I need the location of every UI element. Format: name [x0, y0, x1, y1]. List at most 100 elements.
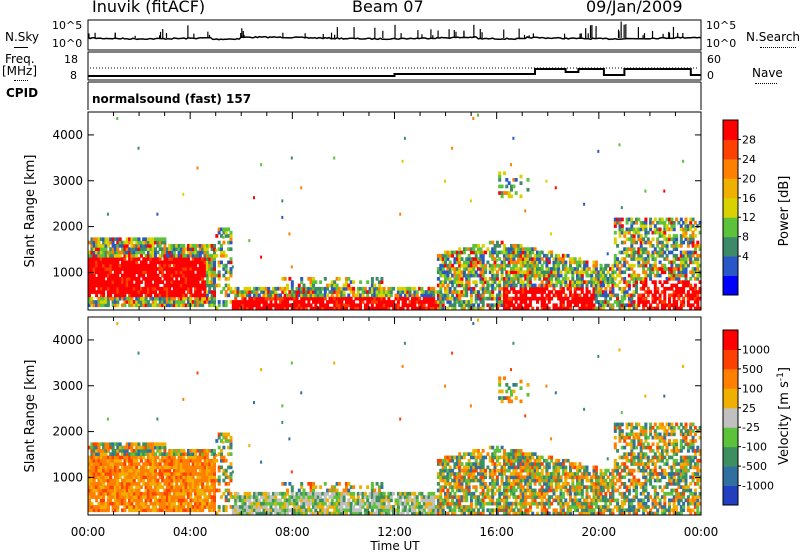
heatmap-cell: [458, 280, 462, 284]
heatmap-cell: [154, 501, 157, 506]
heatmap-cell: [224, 293, 228, 298]
heatmap-cell: [102, 247, 106, 251]
heatmap-cell: [203, 270, 207, 275]
heatmap-cell: [104, 505, 108, 509]
heatmap-cell: [439, 267, 443, 271]
heatmap-cell: [106, 244, 110, 248]
heatmap-cell: [467, 247, 471, 251]
heatmap-cell: [95, 452, 99, 456]
heatmap-cell: [385, 303, 389, 308]
heatmap-cell: [656, 290, 660, 294]
heatmap-cell: [491, 263, 495, 268]
heatmap-cell: [611, 290, 615, 294]
heatmap-cell: [637, 257, 641, 261]
heatmap-cell: [347, 501, 351, 506]
heatmap-cell: [88, 300, 91, 304]
heatmap-cell: [187, 462, 190, 466]
heatmap-cell: [580, 300, 584, 304]
heatmap-cell: [370, 277, 374, 281]
heatmap-cell: [149, 290, 153, 294]
heatmap-cell: [467, 283, 471, 288]
heatmap-cell: [524, 290, 528, 294]
heatmap-cell: [293, 303, 297, 308]
heatmap-cell: [326, 498, 330, 503]
heatmap-cell: [693, 283, 697, 288]
heatmap-cell: [102, 253, 106, 258]
nsky-trace: [87, 35, 702, 41]
heatmap-cell: [552, 260, 556, 265]
heatmap-cell: [484, 263, 488, 268]
heatmap-cell: [191, 273, 195, 278]
heatmap-cell: [333, 296, 337, 301]
heatmap-cell: [330, 498, 334, 503]
heatmap-cell: [161, 475, 165, 480]
heatmap-cell: [644, 277, 648, 281]
heatmap-cell: [135, 449, 139, 453]
heatmap-cell: [213, 286, 216, 291]
heatmap-cell: [510, 280, 513, 284]
heatmap-cell: [679, 303, 683, 308]
heatmap-cell: [102, 296, 106, 301]
heatmap-cell: [538, 250, 542, 255]
heatmap-cell: [696, 290, 700, 294]
heatmap-cell: [686, 244, 690, 248]
heatmap-cell: [644, 247, 648, 251]
heatmap-cell: [583, 293, 587, 298]
heatmap-cell: [342, 501, 346, 506]
heatmap-cell: [128, 452, 132, 456]
heatmap-cell: [144, 237, 148, 242]
heatmap-cell: [116, 273, 120, 278]
heatmap-cell: [660, 263, 664, 268]
heatmap-cell: [236, 508, 240, 513]
heatmap-cell: [170, 257, 174, 261]
heatmap-cell: [142, 468, 146, 473]
heatmap-cell: [653, 273, 657, 278]
heatmap-cell: [366, 508, 370, 513]
heatmap-cell: [99, 462, 103, 466]
heatmap-cell: [319, 505, 323, 509]
heatmap-cell: [587, 296, 591, 301]
heatmap-cell: [229, 270, 233, 275]
heatmap-speck: [196, 371, 199, 375]
heatmap-cell: [528, 250, 532, 255]
heatmap-cell: [194, 458, 198, 463]
heatmap-cell: [481, 296, 485, 301]
heatmap-cell: [342, 296, 346, 301]
heatmap-cell: [283, 296, 287, 301]
heatmap-cell: [623, 257, 627, 261]
heatmap-cell: [293, 495, 297, 499]
heatmap-cell: [276, 293, 280, 298]
heatmap-cell: [491, 290, 495, 294]
heatmap-cell: [213, 277, 216, 281]
heatmap-cell: [208, 286, 212, 291]
heatmap-cell: [198, 296, 202, 301]
heatmap-cell: [323, 293, 327, 298]
heatmap-cell: [99, 498, 103, 503]
heatmap-cell: [684, 267, 688, 271]
heatmap-cell: [189, 465, 193, 470]
heatmap-cell: [307, 508, 311, 513]
heatmap-cell: [208, 472, 212, 476]
station-title: Inuvik (fitACF): [92, 0, 206, 16]
heatmap-cell: [439, 257, 443, 261]
heatmap-cell: [158, 482, 162, 486]
heatmap-cell: [189, 482, 193, 486]
heatmap-cell: [611, 280, 615, 284]
heatmap-cell: [642, 280, 646, 284]
heatmap-cell: [125, 290, 129, 294]
heatmap-cell: [281, 501, 285, 506]
heatmap-cell: [132, 257, 136, 261]
heatmap-cell: [222, 300, 226, 304]
heatmap-cell: [366, 511, 370, 516]
heatmap-cell: [128, 300, 132, 304]
heatmap-cell: [149, 482, 153, 486]
heatmap-cell: [352, 280, 356, 284]
heatmap-cell: [99, 237, 103, 242]
heatmap-cell: [113, 244, 117, 248]
heatmap-cell: [469, 300, 473, 304]
heatmap-cell: [123, 250, 127, 255]
heatmap-cell: [156, 449, 160, 453]
heatmap-cell: [262, 495, 266, 499]
heatmap-cell: [564, 280, 568, 284]
heatmap-cell: [436, 290, 440, 294]
